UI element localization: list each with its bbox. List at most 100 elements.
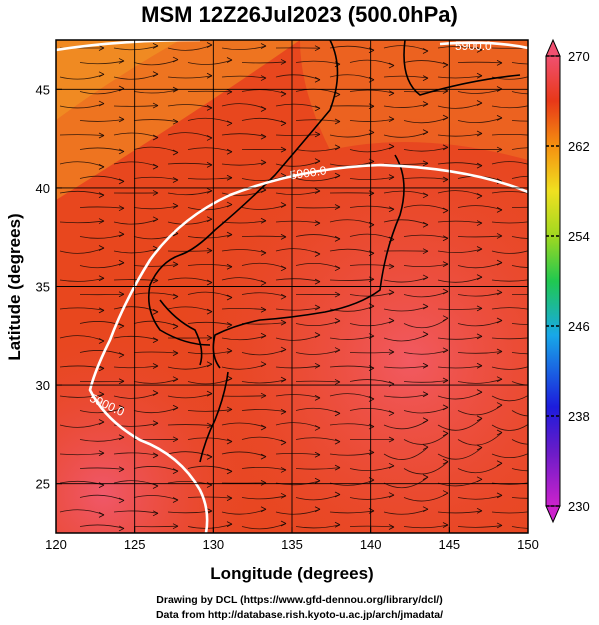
streamline-arrow [172, 468, 179, 474]
streamline-arrow [531, 101, 536, 106]
streamline [187, 90, 233, 93]
streamline [437, 102, 483, 109]
streamline [275, 133, 321, 136]
streamline-arrow [531, 362, 536, 367]
streamline-arrow [206, 72, 213, 79]
streamline-arrow [388, 206, 395, 213]
streamline [491, 47, 528, 49]
streamline [133, 264, 179, 267]
streamline-arrow [368, 47, 375, 54]
streamline-arrow [334, 347, 341, 353]
streamline-arrow [226, 294, 233, 301]
streamline [167, 162, 213, 166]
streamline [383, 508, 429, 515]
streamline [437, 248, 483, 254]
streamline [59, 307, 105, 311]
streamline [295, 147, 341, 152]
x-tick-label: 145 [438, 537, 460, 552]
streamline-arrow [260, 306, 267, 313]
streamline-arrow [476, 333, 483, 340]
streamline [457, 61, 503, 64]
streamline-arrow [388, 492, 395, 498]
streamline [295, 262, 341, 269]
streamline-arrow [98, 245, 105, 251]
x-tick-label: 140 [360, 537, 382, 552]
streamline [79, 118, 125, 122]
streamline [79, 60, 125, 65]
streamline-arrow [260, 250, 267, 256]
streamline-arrow [334, 410, 341, 417]
streamline-arrow [280, 319, 287, 326]
streamline [187, 496, 233, 499]
streamline [133, 320, 179, 327]
streamline-arrow [226, 148, 233, 155]
streamline-arrow [118, 231, 125, 238]
streamline [133, 495, 179, 501]
streamline-arrow [388, 436, 395, 443]
streamline [241, 61, 287, 64]
streamline-arrow [388, 90, 395, 97]
streamline-arrow [314, 332, 321, 338]
streamline-arrow [226, 406, 233, 413]
streamline-arrow [422, 248, 429, 255]
streamline [437, 46, 483, 51]
streamline [403, 433, 449, 445]
streamline-arrow [476, 415, 483, 422]
streamline-arrow [280, 439, 287, 446]
streamline [403, 204, 449, 211]
streamline [79, 175, 125, 182]
streamline [349, 118, 395, 122]
streamline-arrow [334, 291, 341, 298]
streamline-arrow [206, 361, 213, 368]
streamline-arrow [531, 246, 536, 251]
streamline [275, 394, 321, 399]
streamline-arrow [118, 291, 125, 298]
streamline-arrow [98, 307, 105, 314]
streamline [187, 204, 233, 211]
streamline-arrow [388, 174, 395, 180]
streamline-arrow [226, 263, 233, 270]
streamline [511, 352, 528, 355]
streamline-arrow [98, 450, 105, 456]
streamline-arrow [172, 118, 179, 125]
streamline-arrow [496, 429, 503, 436]
streamline [295, 407, 341, 414]
streamline-arrow [476, 274, 483, 280]
streamline-arrow [388, 116, 395, 123]
streamline-arrow [422, 444, 429, 450]
streamline [491, 250, 528, 254]
streamline-arrow [368, 449, 375, 456]
streamline [133, 176, 179, 181]
streamline-arrow [476, 444, 483, 451]
streamline [275, 334, 321, 341]
streamline [187, 409, 233, 412]
x-tick-label: 120 [45, 537, 67, 552]
streamline-arrow [226, 347, 233, 354]
streamline [113, 335, 159, 341]
streamline-arrow [260, 453, 267, 460]
streamline [167, 75, 213, 79]
streamline-arrow [442, 176, 449, 183]
streamline-arrow [422, 331, 429, 338]
streamline-arrow [260, 424, 267, 431]
streamline [275, 453, 321, 456]
streamline [79, 206, 125, 209]
credit-data: Data from http://database.rish.kyoto-u.a… [155, 609, 444, 621]
streamline [437, 335, 483, 340]
streamline-arrow [368, 250, 375, 257]
streamline [349, 320, 395, 327]
streamline-arrow [118, 434, 125, 441]
streamline-arrow [172, 293, 179, 300]
streamline [167, 218, 213, 225]
streamline-arrow [314, 76, 321, 83]
streamline-arrow [152, 190, 159, 196]
streamline [221, 363, 267, 370]
streamline-arrow [152, 102, 159, 109]
streamline-arrow [442, 430, 449, 437]
streamline-arrow [442, 207, 449, 214]
streamline [167, 277, 213, 283]
streamline-arrow [172, 350, 179, 357]
streamline-arrow [98, 419, 105, 425]
streamline [511, 439, 528, 445]
streamline [491, 279, 528, 282]
